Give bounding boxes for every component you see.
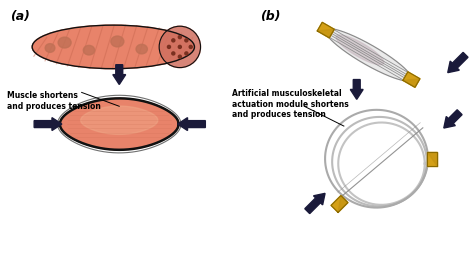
Polygon shape [361,130,392,156]
Polygon shape [350,79,363,99]
Circle shape [167,45,171,48]
Circle shape [189,45,192,48]
Ellipse shape [111,36,124,47]
Polygon shape [178,118,205,130]
Polygon shape [322,107,430,210]
Text: Muscle shortens
and produces tension: Muscle shortens and produces tension [8,91,101,111]
Polygon shape [60,98,179,150]
Text: (b): (b) [260,10,280,23]
Ellipse shape [32,25,194,69]
Ellipse shape [159,26,201,68]
Polygon shape [305,193,325,214]
Polygon shape [336,35,384,65]
Polygon shape [326,29,412,81]
Circle shape [178,55,182,58]
Polygon shape [338,196,348,213]
Polygon shape [113,65,126,84]
Polygon shape [403,79,420,87]
Ellipse shape [45,44,55,52]
Circle shape [178,45,182,48]
Ellipse shape [83,45,95,55]
Text: (a): (a) [10,10,30,23]
Polygon shape [427,152,437,166]
Circle shape [172,52,175,55]
Polygon shape [317,29,334,38]
Polygon shape [403,72,420,87]
Polygon shape [427,152,437,166]
Polygon shape [81,106,158,134]
Ellipse shape [58,37,71,48]
Circle shape [178,36,182,39]
Circle shape [172,39,175,42]
Polygon shape [317,22,334,38]
Polygon shape [331,196,348,213]
Polygon shape [448,52,468,73]
Ellipse shape [136,44,147,54]
Text: Artificial musculoskeletal
actuation module shortens
and produces tension: Artificial musculoskeletal actuation mod… [232,89,349,119]
Circle shape [185,52,188,55]
Polygon shape [34,118,62,130]
Circle shape [185,39,188,42]
Polygon shape [444,110,462,128]
